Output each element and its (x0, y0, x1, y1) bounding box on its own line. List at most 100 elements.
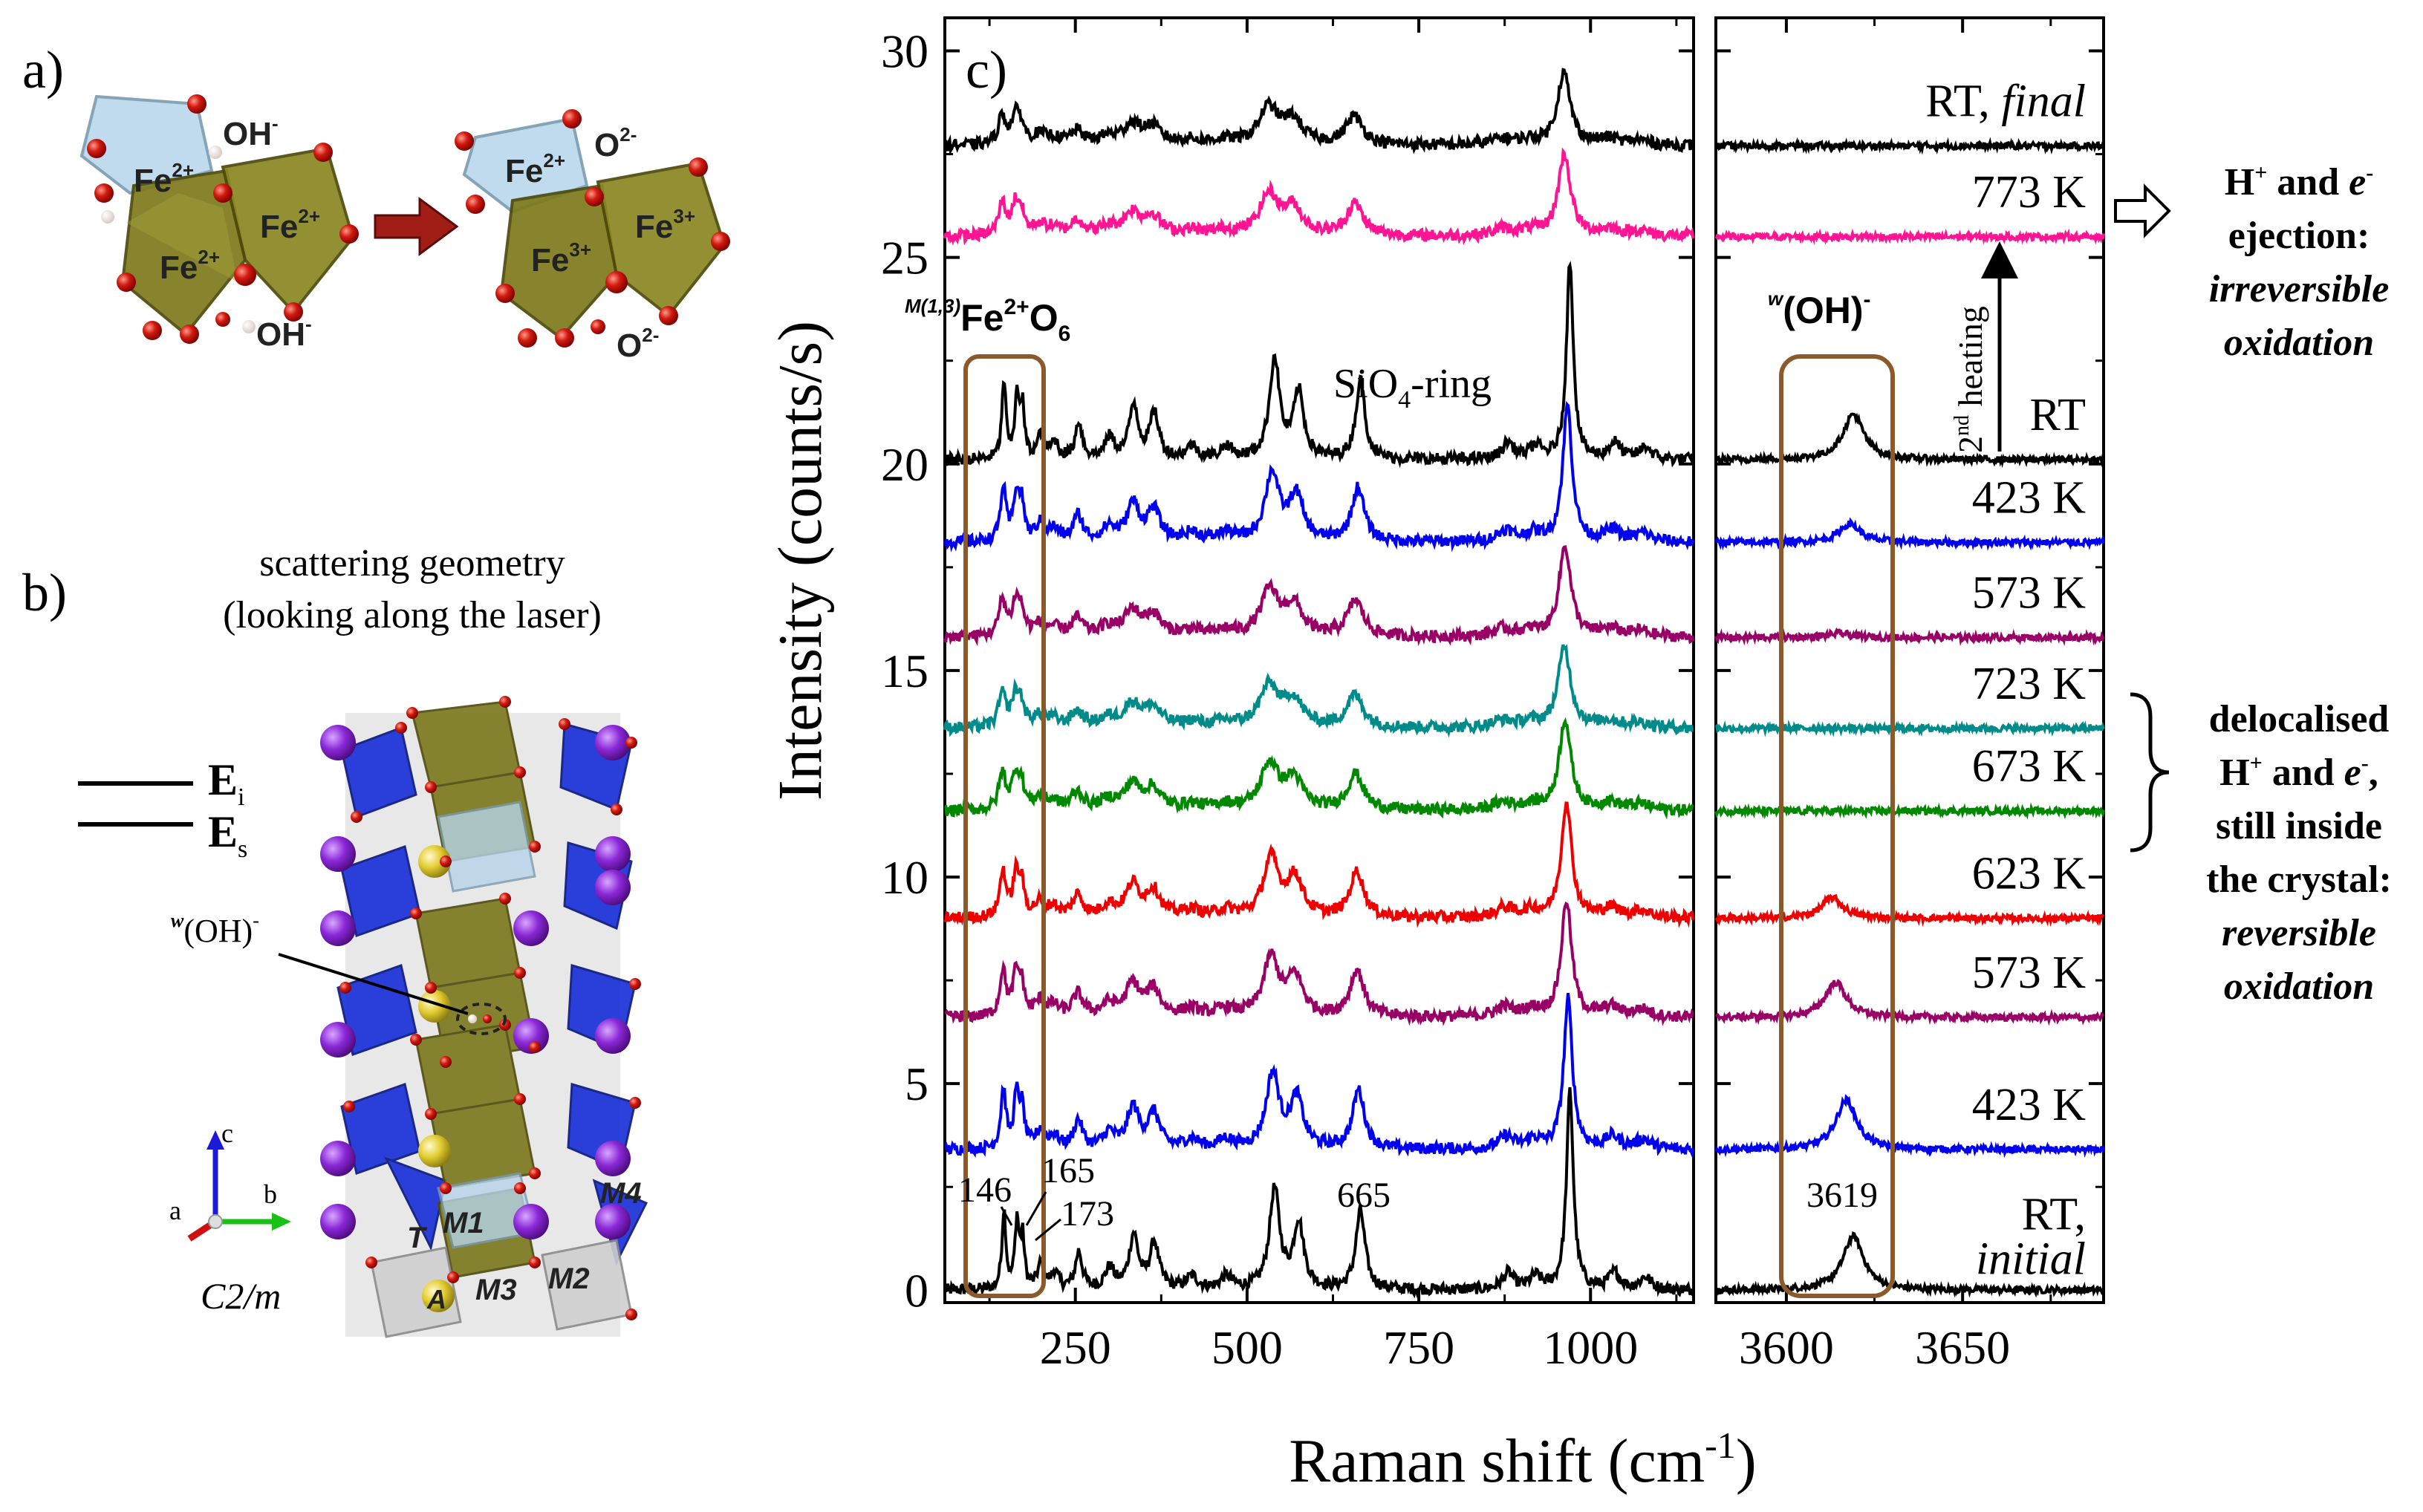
geometry-title-line2: (looking along the laser) (223, 594, 602, 636)
ligand-label: O2- (594, 123, 637, 163)
geometry-title-line1: scattering geometry (259, 542, 565, 584)
spectrum-line-oh (1714, 517, 2105, 551)
spectrum-line-low (944, 901, 1695, 1026)
y-tick-label: 0 (905, 1264, 928, 1317)
series-labels-group: RT,initial 423 K 573 K 623 K 673 K 723 K 573 K… (1925, 76, 2086, 1284)
delocalised-annotation: delocalised H+ and e-, still inside the … (2206, 698, 2392, 1008)
oh-annotation: w(OH)- (1768, 287, 1871, 331)
spectrum-line-oh (1714, 1231, 2105, 1298)
panel-c-label: c) (966, 40, 1007, 100)
svg-text:delocalised: delocalised (2209, 698, 2390, 740)
spectrum-line-low (943, 400, 1695, 553)
plot-frame-left (943, 16, 1695, 1304)
spectrum-line-low (943, 261, 1695, 469)
spectrum-line-oh (1714, 893, 2105, 928)
peak-pointer-173 (1035, 1218, 1061, 1242)
x-tick-label: 3650 (1915, 1321, 2010, 1374)
panel-c-chart: 0 5 10 15 20 25 30 250 500 750 1000 3600 3650 RT,ini… (766, 16, 2392, 1496)
panel-b-label: b) (22, 563, 67, 622)
site-label-m4: M4 (600, 1177, 642, 1210)
spectrum-line-oh (1714, 137, 2105, 155)
spectrum-line-low (943, 644, 1694, 738)
site-label-m3: M3 (475, 1274, 517, 1306)
fe-region-box (963, 354, 1046, 1298)
spectrum-line-low (943, 147, 1695, 246)
x-tick-label: 250 (1040, 1321, 1111, 1374)
svg-text:irreversible: irreversible (2209, 268, 2390, 310)
y-axis-label: Intensity (counts/s) (766, 321, 835, 801)
es-label: Es (208, 807, 247, 863)
sio4-ring-annotation: SiO4-ring (1333, 361, 1492, 414)
spectrum-line-low (944, 717, 1694, 820)
oh-structure-label: w(OH)- (171, 910, 259, 949)
y-tick-label: 20 (881, 438, 928, 491)
site-label-a: A (426, 1284, 446, 1314)
spectrum-line-low (943, 1086, 1694, 1299)
peak-pointer-165 (1025, 1191, 1047, 1226)
axis-a-label: a (169, 1196, 181, 1225)
ei-label: Ei (208, 755, 244, 811)
panel-a-label: a) (22, 40, 64, 100)
peak-label-173: 173 (1061, 1194, 1114, 1234)
spectrum-line-oh (1714, 627, 2105, 647)
svg-text:reversible: reversible (2222, 912, 2376, 954)
peak-label-146: 146 (958, 1170, 1012, 1210)
y-tick-label: 25 (881, 232, 928, 284)
second-heating-label: 2nd heating (1951, 306, 1989, 453)
svg-text:oxidation: oxidation (2224, 322, 2374, 364)
panel-b: b) scattering geometry (looking along th… (22, 542, 648, 1338)
series-label: 623 K (1972, 849, 2087, 899)
axis-triad: c b a (169, 1118, 291, 1242)
site-label-m2: M2 (548, 1262, 590, 1295)
series-group (943, 68, 2105, 1299)
crystal-structure: M1 M4 T M3 M2 A (320, 696, 648, 1338)
oh-region-box (1779, 354, 1895, 1298)
y-tick-label: 10 (881, 851, 928, 904)
spectrum-line-low (943, 68, 1695, 156)
x-tick-label: 1000 (1543, 1321, 1638, 1374)
spectrum-line-low (943, 544, 1695, 647)
reaction-arrow (374, 197, 459, 256)
series-label: 423 K (1972, 472, 2087, 523)
series-label: 673 K (1972, 741, 2087, 792)
x-axis-label: Raman shift (cm-1) (1289, 1424, 1757, 1496)
y-tick-label: 15 (881, 645, 928, 697)
series-label: 573 K (1972, 567, 2087, 618)
series-label: 723 K (1972, 659, 2087, 709)
x-tick-label: 500 (1212, 1321, 1283, 1374)
peak-pointer-146 (1000, 1206, 1013, 1226)
oh-site-marker (456, 1003, 507, 1035)
y-tick-label: 30 (881, 25, 928, 78)
space-group-label: C2/m (201, 1275, 281, 1317)
octahedra-before: Fe2+ Fe2+ Fe2+ OH- OH- (79, 94, 359, 353)
ejection-arrow (2114, 183, 2171, 238)
series-label: RT, (2022, 1189, 2086, 1239)
spectrum-line-oh (1714, 228, 2105, 245)
spectrum-line-low (943, 801, 1695, 928)
series-label: 423 K (1972, 1080, 2087, 1130)
axis-b-label: b (264, 1179, 277, 1209)
axis-c-label: c (221, 1118, 233, 1148)
svg-text:H+ and e-: H+ and e- (2225, 160, 2374, 203)
peak-label-165: 165 (1041, 1151, 1095, 1190)
peak-label-3619: 3619 (1806, 1176, 1878, 1215)
ejection-annotation: H+ and e- ejection: irreversible oxidati… (2209, 160, 2390, 364)
delocalised-brace (2130, 692, 2170, 853)
svg-text:ejection:: ejection: (2228, 215, 2370, 257)
series-label: RT (2029, 390, 2086, 440)
spectrum-line-low (943, 993, 1695, 1159)
site-label-t: T (407, 1222, 428, 1254)
ligand-label: OH- (256, 313, 312, 353)
y-tick-label: 5 (905, 1058, 928, 1110)
peak-label-665: 665 (1337, 1176, 1391, 1215)
svg-text:the crystal:: the crystal: (2206, 858, 2392, 901)
series-label: 773 K (1972, 167, 2087, 218)
oh-pointer-line (278, 953, 469, 1015)
svg-text:oxidation: oxidation (2224, 965, 2374, 1008)
plot-frame-right (1714, 16, 2105, 1304)
site-label-m1: M1 (443, 1207, 484, 1239)
fe-octahedra-annotation: M(1,3)Fe2+O6 (905, 295, 1070, 346)
axis-ticks: 0 5 10 15 20 25 30 250 500 750 1000 3600 3650 (881, 18, 2104, 1374)
fe-ion-label: Fe3+ (531, 238, 591, 278)
